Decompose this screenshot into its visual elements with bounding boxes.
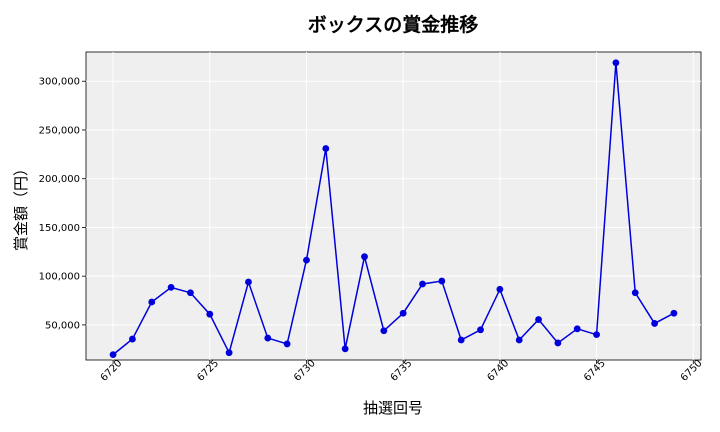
y-tick-label: 100,000 [39, 272, 80, 283]
data-point [283, 340, 291, 348]
data-point [612, 59, 620, 67]
x-tick-label: 6745 [582, 358, 608, 384]
data-point [670, 309, 678, 317]
data-point [167, 283, 175, 291]
data-point [225, 349, 233, 357]
data-point [535, 316, 542, 323]
x-tick-label: 6730 [292, 358, 318, 384]
data-point [361, 253, 368, 261]
data-point [457, 336, 465, 344]
data-point [651, 320, 658, 327]
data-point [380, 327, 388, 335]
data-point [341, 345, 349, 353]
data-point [631, 289, 639, 297]
y-tick-label: 300,000 [39, 77, 80, 88]
y-tick-label: 200,000 [39, 174, 80, 185]
x-tick-label: 6720 [99, 358, 125, 384]
data-point [515, 336, 523, 344]
series-layer [109, 59, 678, 359]
data-point [322, 145, 330, 152]
x-tick-label: 6735 [389, 358, 415, 384]
data-point [187, 289, 194, 297]
x-tick-label: 6750 [679, 358, 705, 384]
y-axis-label: 賞金額（円） [12, 161, 30, 251]
data-point [399, 309, 407, 317]
data-point [419, 280, 426, 288]
chart-title: ボックスの賞金推移 [308, 13, 478, 36]
data-point [303, 256, 310, 264]
x-tick-label: 6740 [485, 358, 511, 384]
data-point [109, 351, 117, 359]
y-tick-label: 150,000 [39, 223, 80, 234]
data-point [496, 285, 504, 293]
data-point [477, 326, 484, 334]
data-point [245, 278, 252, 286]
data-point [148, 298, 156, 306]
x-tick-label: 6725 [195, 358, 221, 384]
plot-area [85, 51, 702, 361]
data-point [438, 277, 446, 285]
grid-lines [86, 52, 701, 360]
y-tick-label: 50,000 [45, 320, 80, 331]
data-point [593, 331, 600, 339]
data-point [554, 339, 562, 347]
data-point [264, 334, 272, 342]
x-axis-label: 抽選回号 [363, 399, 423, 417]
data-point [129, 335, 136, 343]
y-tick-label: 250,000 [39, 125, 80, 136]
data-point [573, 325, 581, 333]
data-point [206, 310, 214, 318]
